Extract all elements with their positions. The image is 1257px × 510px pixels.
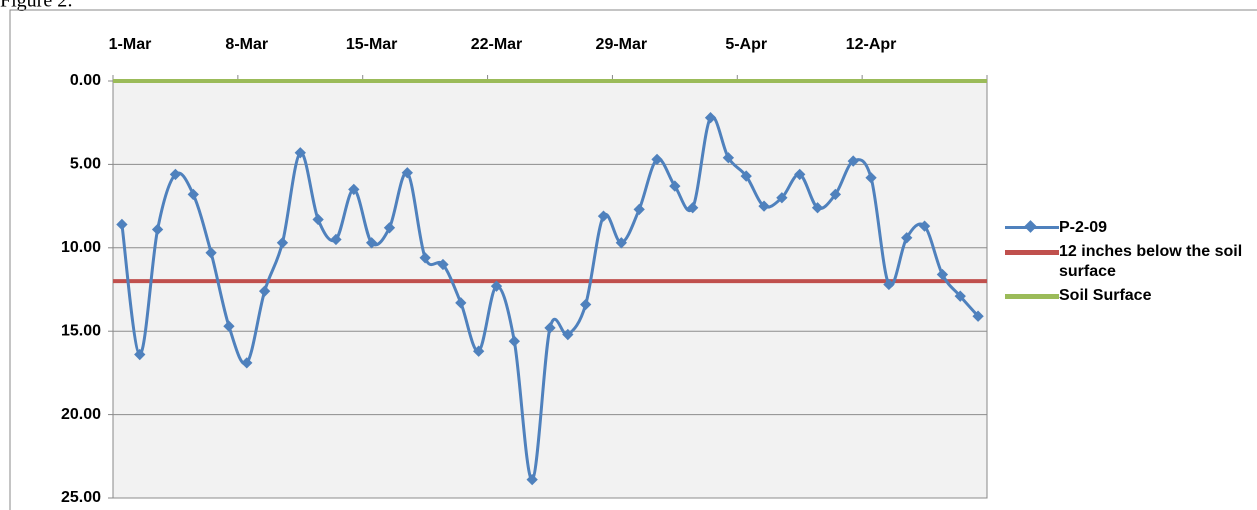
point-marker [740, 170, 752, 182]
point-marker [312, 213, 324, 226]
figure-label: Figure 2: [0, 0, 73, 12]
point-marker [580, 298, 592, 311]
plot-area [112, 80, 988, 499]
y-tick-label: 15.00 [61, 322, 101, 339]
chart-border [9, 9, 1257, 510]
point-marker [865, 172, 877, 184]
point-marker [383, 222, 396, 234]
point-marker [901, 232, 913, 244]
legend-label: 12 inches below the soil surface [1059, 243, 1243, 280]
point-marker [544, 322, 556, 334]
point-marker [151, 223, 164, 236]
x-tick-label: 1-Mar [109, 36, 152, 53]
point-marker [651, 153, 663, 166]
point-marker [597, 210, 610, 222]
point-marker [615, 237, 628, 249]
legend-swatch [1005, 218, 1059, 238]
point-marker [348, 183, 360, 196]
point-marker [490, 280, 503, 292]
legend-swatch [1005, 242, 1059, 262]
x-tick-label: 15-Mar [346, 36, 398, 53]
point-marker [811, 202, 824, 214]
point-marker [972, 310, 984, 322]
x-tick-label: 29-Mar [596, 36, 648, 53]
point-marker [169, 168, 182, 181]
point-marker [669, 180, 681, 192]
point-marker [687, 202, 699, 214]
point-marker [794, 168, 806, 181]
point-marker [758, 200, 770, 212]
x-tick-label: 12-Apr [846, 36, 897, 53]
y-tick-label: 5.00 [70, 156, 101, 173]
point-marker [205, 247, 217, 259]
point-marker [526, 473, 538, 486]
point-marker [936, 268, 949, 281]
legend-item: Soil Surface [1005, 286, 1245, 306]
point-marker [776, 192, 788, 204]
point-marker [276, 237, 289, 249]
point-marker [455, 297, 467, 309]
point-marker [472, 345, 485, 357]
x-tick-label: 5-Apr [725, 36, 767, 53]
y-tick-label: 10.00 [61, 239, 101, 256]
x-tick-label: 8-Mar [225, 36, 268, 53]
point-marker [258, 285, 271, 297]
point-marker [883, 278, 895, 291]
series-line [120, 115, 980, 482]
point-marker [187, 188, 199, 201]
point-marker [294, 147, 306, 159]
point-marker [365, 237, 378, 249]
legend-label: P-2-09 [1059, 219, 1108, 236]
point-marker [918, 220, 931, 232]
point-marker [401, 167, 413, 179]
point-marker [134, 348, 146, 361]
legend-item: 12 inches below the soil surface [1005, 242, 1245, 282]
legend-swatch [1005, 286, 1059, 306]
point-marker [633, 203, 645, 216]
point-marker [829, 188, 842, 201]
point-marker [241, 357, 253, 369]
point-marker [847, 155, 859, 167]
point-marker [722, 152, 735, 164]
y-tick-label: 20.00 [61, 406, 101, 423]
point-marker [562, 328, 574, 341]
point-marker [508, 335, 520, 347]
x-tick-label: 22-Mar [471, 36, 523, 53]
point-marker [954, 290, 966, 302]
legend-label: Soil Surface [1059, 287, 1152, 304]
y-tick-label: 25.00 [61, 489, 101, 506]
point-marker [437, 258, 449, 271]
point-marker [223, 320, 235, 332]
legend-item: P-2-09 [1005, 218, 1245, 238]
y-tick-label: 0.00 [70, 72, 101, 89]
point-marker [330, 233, 342, 246]
legend: P-2-09 12 inches below the soil surface So… [1005, 218, 1245, 310]
